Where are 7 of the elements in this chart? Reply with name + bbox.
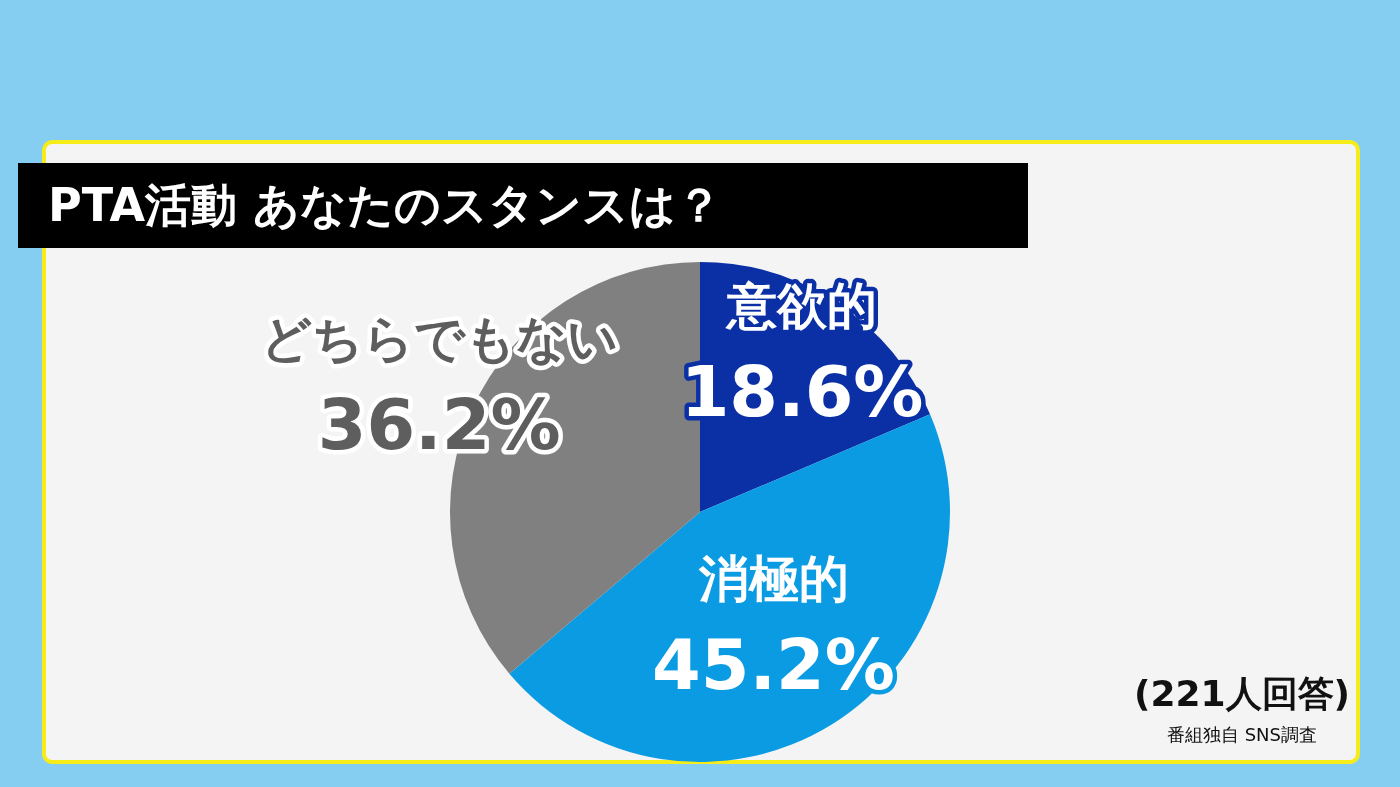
slice-label: どちらでもない bbox=[260, 310, 618, 369]
data-label: 18.6% bbox=[680, 350, 924, 433]
data-label: 45.2% bbox=[652, 624, 895, 707]
text: 番組独自 SNS調査 bbox=[1165, 723, 1318, 747]
text: (221人回答) bbox=[1133, 672, 1350, 716]
chart-title: PTA活動 あなたのスタンスは？ bbox=[18, 163, 1028, 248]
slice-label: 消極的 bbox=[697, 550, 849, 609]
